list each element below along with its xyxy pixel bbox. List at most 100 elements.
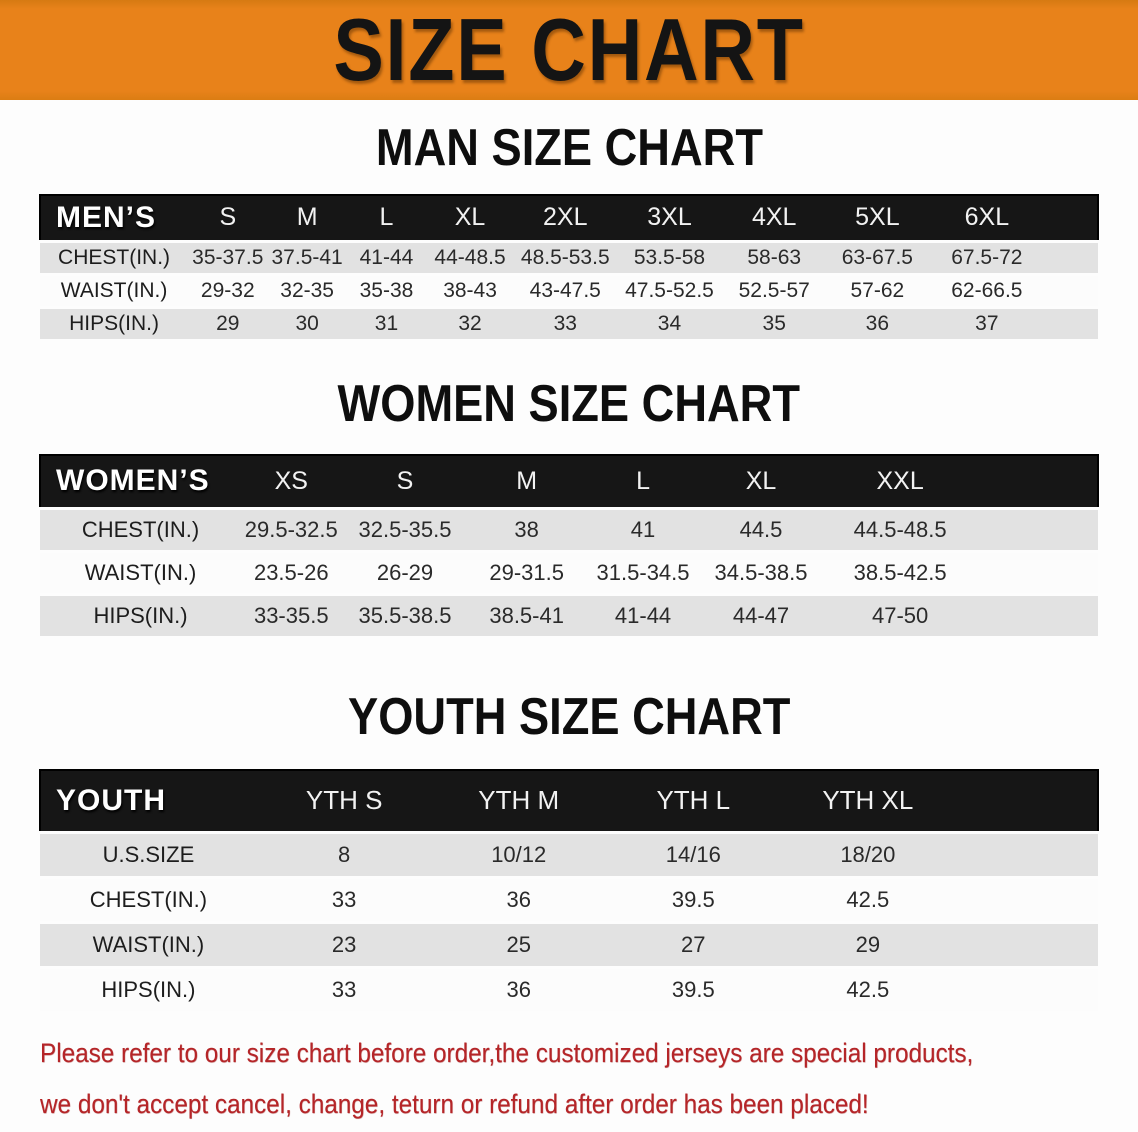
men-size-value: 48.5-53.5 bbox=[520, 245, 610, 269]
men-size-value: 38-43 bbox=[443, 278, 497, 302]
youth-size-value: 25 bbox=[506, 931, 531, 957]
men-row-label-2: HIPS(IN.) bbox=[69, 311, 159, 335]
youth-size-value: 23 bbox=[331, 931, 357, 957]
women-size-column-s: S bbox=[396, 466, 414, 495]
men-size-value: 32-35 bbox=[280, 278, 334, 302]
women-size-value: 32.5-35.5 bbox=[358, 517, 452, 542]
men-size-value: 47.5-52.5 bbox=[625, 278, 714, 302]
youth-size-column-yth-xl: YTH XL bbox=[822, 785, 914, 816]
youth-size-value: 39.5 bbox=[671, 976, 715, 1002]
youth-section-heading: YOUTH SIZE CHART bbox=[0, 691, 1138, 743]
women-row-spacer bbox=[979, 552, 1098, 595]
men-row-spacer bbox=[1045, 274, 1098, 307]
women-row-label-2: HIPS(IN.) bbox=[93, 603, 188, 628]
youth-size-value: 8 bbox=[338, 841, 351, 867]
men-size-column-s: S bbox=[219, 203, 237, 232]
youth-size-value: 36 bbox=[506, 976, 531, 1002]
women-measurement-row-2: HIPS(IN.) 33-35.5 35.5-38.5 38.5-41 41-44 44-… bbox=[40, 594, 1098, 638]
men-row-spacer bbox=[1045, 307, 1098, 340]
women-size-value: 47-50 bbox=[871, 603, 929, 628]
men-measurement-row-1: WAIST(IN.) 29-32 32-35 35-38 38-43 43-47.5 47.… bbox=[40, 274, 1098, 307]
women-size-column-xs: XS bbox=[274, 466, 308, 495]
men-size-column-2xl: 2XL bbox=[543, 203, 588, 232]
women-size-value: 34.5-38.5 bbox=[714, 560, 808, 585]
men-size-value: 67.5-72 bbox=[951, 245, 1023, 269]
men-section-heading: MAN SIZE CHART bbox=[0, 122, 1138, 174]
youth-measurement-row-0: U.S.SIZE 8 10/12 14/16 18/20 bbox=[40, 832, 1098, 877]
men-size-column-xl: XL bbox=[454, 203, 486, 232]
men-size-column-3xl: 3XL bbox=[647, 203, 692, 232]
men-size-value: 53.5-58 bbox=[633, 245, 706, 269]
youth-header-spacer bbox=[955, 770, 1098, 832]
youth-table-corner-label: YOUTH bbox=[56, 783, 166, 817]
youth-row-spacer bbox=[955, 922, 1098, 967]
youth-size-value: 33 bbox=[331, 886, 357, 912]
youth-size-value: 39.5 bbox=[671, 886, 715, 912]
men-size-value: 35-38 bbox=[359, 278, 414, 302]
men-size-column-4xl: 4XL bbox=[751, 203, 797, 232]
men-size-column-m: M bbox=[296, 203, 318, 232]
men-size-value: 29-32 bbox=[200, 278, 255, 302]
men-size-value: 37.5-41 bbox=[271, 245, 343, 269]
men-size-value: 44-48.5 bbox=[434, 245, 506, 269]
women-size-column-m: M bbox=[516, 466, 538, 495]
youth-measurement-row-1: CHEST(IN.) 33 36 39.5 42.5 bbox=[40, 877, 1098, 922]
youth-size-table: YOUTH YTH S YTH M YTH L YTH XL U.S.SIZE 8 10/12… bbox=[39, 769, 1099, 1014]
women-size-value: 29.5-32.5 bbox=[244, 517, 338, 542]
women-row-spacer bbox=[979, 595, 1098, 638]
men-measurement-row-0: CHEST(IN.) 35-37.5 37.5-41 41-44 44-48.5 48.5… bbox=[40, 241, 1098, 274]
men-size-column-6xl: 6XL bbox=[964, 203, 1010, 232]
women-size-value: 33-35.5 bbox=[253, 603, 329, 628]
men-size-column-l: L bbox=[379, 203, 394, 232]
youth-row-label-2: WAIST(IN.) bbox=[92, 931, 205, 957]
men-row-label-0: CHEST(IN.) bbox=[58, 245, 171, 269]
men-row-spacer bbox=[1045, 241, 1098, 274]
women-size-value: 38 bbox=[514, 517, 539, 542]
men-size-value: 41-44 bbox=[359, 245, 414, 269]
men-size-value: 35-37.5 bbox=[192, 245, 264, 269]
youth-size-value: 42.5 bbox=[846, 976, 890, 1002]
women-size-column-xxl: XXL bbox=[876, 466, 924, 495]
youth-size-value: 10/12 bbox=[491, 841, 547, 867]
size-chart-banner: SIZE CHART bbox=[0, 0, 1138, 100]
section-women: WOMEN SIZE CHART WOMEN’S XS S M L XL XXL CHEST(… bbox=[0, 378, 1138, 640]
women-size-value: 44.5-48.5 bbox=[853, 517, 947, 542]
youth-row-spacer bbox=[955, 967, 1098, 1012]
women-size-value: 31.5-34.5 bbox=[596, 560, 690, 585]
men-row-label-1: WAIST(IN.) bbox=[60, 278, 168, 302]
men-size-value: 34 bbox=[657, 311, 682, 335]
women-size-column-xl: XL bbox=[745, 466, 777, 495]
youth-row-label-3: HIPS(IN.) bbox=[101, 976, 196, 1002]
women-size-value: 38.5-41 bbox=[489, 603, 564, 628]
men-size-column-5xl: 5XL bbox=[855, 203, 900, 232]
disclaimer-note: Please refer to our size chart before or… bbox=[0, 1030, 1138, 1132]
youth-size-value: 42.5 bbox=[846, 886, 890, 912]
women-size-value: 44.5 bbox=[739, 517, 783, 542]
women-size-value: 26-29 bbox=[376, 560, 434, 585]
women-section-heading-text: WOMEN SIZE CHART bbox=[337, 374, 801, 433]
men-size-value: 37 bbox=[975, 311, 999, 335]
disclaimer-line-2: we don't accept cancel, change, teturn o… bbox=[40, 1081, 1138, 1132]
section-youth: YOUTH SIZE CHART YOUTH YTH S YTH M YTH L YTH… bbox=[0, 691, 1138, 1014]
men-size-value: 33 bbox=[553, 311, 577, 335]
youth-size-column-yth-s: YTH S bbox=[305, 785, 383, 816]
youth-size-column-yth-l: YTH L bbox=[656, 785, 731, 816]
banner-title: SIZE CHART bbox=[333, 0, 805, 99]
youth-row-label-1: CHEST(IN.) bbox=[89, 886, 208, 912]
women-size-table: WOMEN’S XS S M L XL XXL CHEST(IN.) 29.5-32.5 32.5… bbox=[39, 454, 1099, 640]
men-size-value: 36 bbox=[865, 311, 890, 335]
women-size-value: 38.5-42.5 bbox=[853, 560, 947, 585]
women-size-value: 44-47 bbox=[732, 603, 790, 628]
men-size-value: 57-62 bbox=[850, 278, 905, 302]
men-header-spacer bbox=[1045, 195, 1098, 241]
men-table-corner-label: MEN’S bbox=[56, 200, 157, 234]
men-size-value: 29 bbox=[216, 311, 240, 335]
men-size-value: 32 bbox=[458, 311, 482, 335]
youth-size-value: 33 bbox=[331, 976, 357, 1002]
youth-section-heading-text: YOUTH SIZE CHART bbox=[347, 688, 791, 746]
youth-size-value: 18/20 bbox=[840, 841, 896, 867]
men-size-value: 62-66.5 bbox=[951, 278, 1023, 302]
men-size-table: MEN’S S M L XL 2XL 3XL 4XL 5XL 6XL CHEST(IN.) 35-37… bbox=[39, 194, 1099, 342]
youth-table-header-row: YOUTH YTH S YTH M YTH L YTH XL bbox=[40, 770, 1098, 832]
